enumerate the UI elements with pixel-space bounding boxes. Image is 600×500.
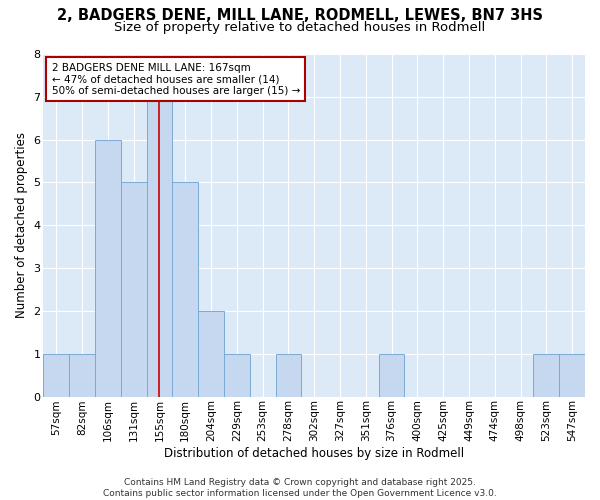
Bar: [275, 354, 301, 397]
Text: 2 BADGERS DENE MILL LANE: 167sqm
← 47% of detached houses are smaller (14)
50% o: 2 BADGERS DENE MILL LANE: 167sqm ← 47% o…: [52, 62, 300, 96]
Bar: [172, 182, 198, 396]
Text: 2, BADGERS DENE, MILL LANE, RODMELL, LEWES, BN7 3HS: 2, BADGERS DENE, MILL LANE, RODMELL, LEW…: [57, 8, 543, 22]
Bar: [224, 354, 250, 397]
Bar: [121, 182, 146, 396]
Bar: [146, 97, 172, 396]
X-axis label: Distribution of detached houses by size in Rodmell: Distribution of detached houses by size …: [164, 447, 464, 460]
Bar: [559, 354, 585, 397]
Bar: [95, 140, 121, 396]
Y-axis label: Number of detached properties: Number of detached properties: [15, 132, 28, 318]
Bar: [198, 311, 224, 396]
Text: Size of property relative to detached houses in Rodmell: Size of property relative to detached ho…: [115, 21, 485, 34]
Bar: [43, 354, 69, 397]
Bar: [69, 354, 95, 397]
Bar: [379, 354, 404, 397]
Bar: [533, 354, 559, 397]
Text: Contains HM Land Registry data © Crown copyright and database right 2025.
Contai: Contains HM Land Registry data © Crown c…: [103, 478, 497, 498]
